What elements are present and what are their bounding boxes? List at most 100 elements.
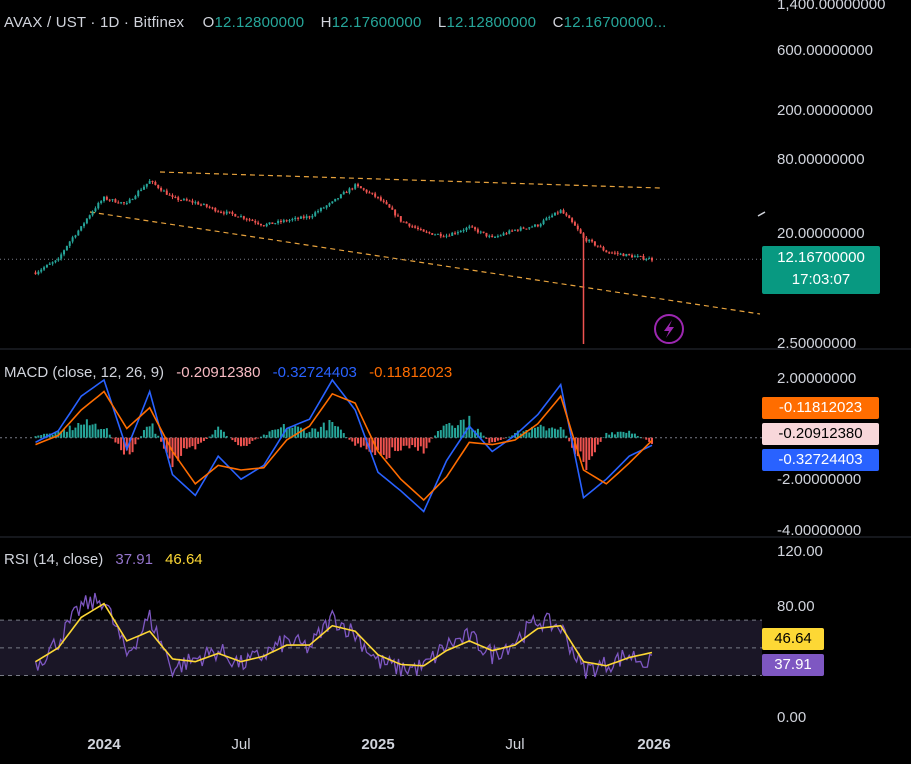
macd-histogram-bar: [525, 430, 528, 438]
macd-histogram-bar: [83, 424, 86, 438]
candle-body: [459, 230, 462, 233]
macd-histogram-bar: [485, 437, 488, 439]
candle-body: [237, 216, 240, 218]
macd-histogram-bar: [459, 419, 462, 438]
macd-histogram-bar: [177, 437, 180, 461]
candle-body: [54, 260, 57, 263]
macd-histogram-bar: [262, 434, 265, 438]
lower-trendline: [89, 211, 761, 315]
candle-body: [131, 199, 134, 201]
candle-body: [117, 202, 120, 204]
macd-legend[interactable]: MACD (close, 12, 26, 9) -0.20912380 -0.3…: [4, 364, 452, 381]
candle-body: [157, 184, 160, 189]
macd-histogram-bar: [542, 426, 545, 438]
macd-histogram-bar: [385, 437, 388, 460]
candle-body: [125, 202, 128, 204]
candle-body: [345, 192, 348, 194]
candle-body: [362, 188, 365, 190]
candle-body: [291, 219, 294, 221]
rsi-legend[interactable]: RSI (14, close) 37.91 46.64: [4, 551, 203, 568]
candle-body: [257, 222, 260, 224]
candle-body: [631, 255, 634, 258]
macd-histogram-bar: [368, 437, 371, 452]
macd-histogram-bar: [633, 433, 636, 438]
price-tick: 600.00000000: [777, 42, 873, 59]
macd-histogram-bar: [488, 437, 491, 444]
candle-body: [377, 196, 379, 198]
price-pane[interactable]: [0, 171, 762, 344]
candle-body: [556, 212, 559, 214]
lightning-alert-icon[interactable]: [654, 314, 684, 344]
macd-histogram-bar: [351, 437, 354, 442]
candle-body: [200, 204, 203, 206]
drawing-tool-stub[interactable]: [757, 211, 766, 217]
candle-body: [599, 246, 602, 248]
time-axis-label: Jul: [505, 736, 525, 753]
rsi-title[interactable]: RSI (14, close): [4, 551, 104, 568]
macd-histogram-bar: [297, 426, 300, 438]
candle-body: [382, 200, 385, 202]
macd-histogram-bar: [482, 435, 485, 438]
macd-histogram-bar: [285, 429, 288, 438]
macd-histogram-bar: [585, 437, 588, 471]
rsi-pane[interactable]: [0, 592, 762, 679]
macd-histogram-bar: [431, 437, 434, 439]
macd-histogram-bar: [536, 426, 539, 438]
macd-histogram-bar: [434, 435, 437, 438]
macd-histogram-bar: [125, 437, 128, 451]
candle-body: [214, 207, 217, 212]
symbol-title[interactable]: AVAX / UST · 1D · Bitfinex: [4, 14, 185, 31]
macd-signal-line: [35, 390, 653, 502]
candle-body: [202, 204, 205, 206]
macd-histogram-bar: [348, 437, 351, 440]
macd-title[interactable]: MACD (close, 12, 26, 9): [4, 364, 165, 381]
candle-body: [91, 211, 94, 216]
macd-histogram-bar: [631, 433, 634, 438]
macd-histogram-bar: [291, 427, 294, 438]
candle-body: [585, 237, 588, 242]
candle-body: [45, 264, 48, 268]
symbol-legend[interactable]: AVAX / UST · 1D · Bitfinex O12.12800000 …: [4, 14, 679, 31]
candle-body: [519, 227, 522, 231]
macd-histogram-bar: [151, 423, 154, 438]
macd-histogram-bar: [462, 419, 465, 438]
candle-body: [522, 227, 525, 229]
macd-tick: 2.00000000: [777, 370, 857, 387]
candle-body: [405, 221, 408, 224]
macd-histogram-bar: [140, 436, 143, 438]
macd-histogram-bar: [128, 437, 131, 455]
macd-pane[interactable]: [0, 378, 762, 513]
macd-histogram-bar: [428, 437, 431, 443]
macd-line: [35, 378, 653, 513]
candle-body: [639, 255, 642, 257]
macd-histogram-bar: [134, 437, 137, 445]
macd-histogram-bar: [188, 437, 191, 448]
candle-body: [337, 198, 340, 200]
candle-body: [416, 227, 419, 229]
macd-histogram-bar: [479, 432, 482, 438]
macd-signal-badge: -0.11812023: [762, 397, 879, 419]
candle-body: [391, 207, 394, 210]
candle-body: [148, 180, 151, 184]
macd-hist-badge: -0.20912380: [762, 423, 879, 445]
last-price-badge: 12.16700000 17:03:07: [762, 246, 880, 294]
candle-body: [448, 235, 451, 237]
macd-histogram-bar: [322, 422, 325, 438]
macd-histogram-bar: [531, 426, 534, 438]
candle-body: [277, 220, 280, 224]
macd-histogram-bar: [314, 428, 317, 438]
candle-body: [211, 207, 214, 209]
macd-histogram-bar: [596, 437, 599, 445]
candle-body: [431, 233, 434, 235]
macd-histogram-bar: [588, 437, 591, 460]
macd-histogram-bar: [625, 432, 628, 438]
macd-histogram-bar: [494, 437, 497, 443]
candle-body: [279, 220, 282, 222]
macd-histogram-bar: [465, 427, 468, 438]
candle-body: [494, 236, 497, 238]
macd-histogram-bar: [354, 437, 357, 446]
candle-body: [262, 225, 265, 227]
candle-body: [456, 232, 459, 234]
macd-histogram-bar: [240, 437, 242, 447]
